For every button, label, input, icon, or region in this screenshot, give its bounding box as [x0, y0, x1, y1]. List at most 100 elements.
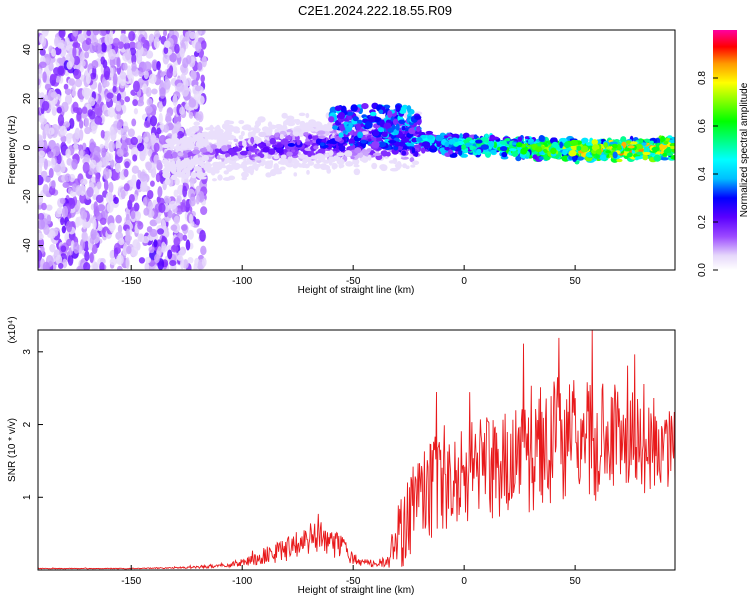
spectrogram-cell — [188, 213, 194, 224]
spectrogram-cell — [414, 150, 419, 157]
spectrogram-cell — [201, 55, 207, 68]
spectrogram-cell — [112, 37, 120, 47]
spectrogram-cell — [603, 142, 608, 148]
spectrogram-cell — [100, 56, 106, 65]
spectrogram-cell — [51, 180, 56, 189]
spectrogram-cell — [38, 91, 41, 99]
spectrogram-heatmap — [38, 30, 675, 270]
spectrogram-cell — [38, 115, 43, 122]
spectrogram-cell — [447, 149, 454, 155]
spectrogram-cell — [561, 155, 570, 162]
spectrogram-cell — [353, 168, 361, 176]
spectrogram-cell — [156, 127, 162, 135]
spectrogram-cell — [147, 149, 153, 157]
spectrogram-cell — [476, 148, 482, 156]
spectrogram-cell — [101, 42, 107, 53]
spectrogram-cell — [122, 62, 128, 71]
spectrogram-cell — [50, 91, 58, 98]
spectrogram-cell — [233, 146, 239, 152]
spectrogram-cell — [95, 194, 104, 204]
spectrogram-cell — [158, 112, 163, 125]
spectrogram-cell — [200, 245, 207, 256]
spectrogram-cell — [62, 181, 70, 188]
spectrogram-cell — [149, 228, 158, 238]
spectrogram-cell — [146, 98, 153, 107]
spectrogram-cell — [153, 142, 160, 153]
spectrogram-cell — [254, 124, 259, 129]
spectrogram-cell — [131, 61, 137, 72]
spectrogram-cell — [207, 131, 212, 137]
spectrogram-cell — [54, 46, 62, 56]
spectrogram-cell — [377, 141, 387, 148]
spectrogram-cell — [104, 141, 109, 150]
spectrogram-cell — [154, 253, 160, 264]
spectrogram-cell — [287, 156, 293, 164]
spectrogram-cell — [591, 139, 599, 145]
spectrogram-cell — [254, 156, 262, 161]
spectrogram-cell — [238, 134, 244, 140]
spectrogram-cell — [180, 171, 186, 175]
spectrogram-cell — [473, 134, 478, 140]
spectrogram-cell — [605, 150, 612, 154]
spectrogram-cell — [331, 162, 337, 170]
spectrogram-cell — [73, 68, 82, 80]
spectrogram-cell — [116, 148, 124, 157]
spectrogram-cell — [59, 197, 66, 205]
spectrogram-cell — [187, 257, 194, 264]
spectrogram-cell — [136, 179, 142, 190]
spectrogram-cell — [662, 152, 667, 157]
spectrogram-cell — [201, 154, 210, 162]
spectrogram-cell — [39, 48, 46, 56]
spectrogram-cell — [247, 160, 254, 165]
spectrogram-cell — [149, 115, 158, 127]
snr-series-line — [38, 330, 675, 570]
spectrogram-cell — [127, 128, 135, 137]
spectrogram-cell — [262, 146, 270, 153]
spectrogram-cell — [56, 106, 62, 114]
spectrogram-cell — [361, 103, 369, 110]
y-tick-label: 40 — [22, 44, 33, 56]
spectrogram-cell — [188, 127, 193, 133]
spectrogram-cell — [291, 149, 296, 153]
spectrogram-cell — [46, 214, 52, 225]
spectrogram-cell — [670, 145, 675, 150]
spectrogram-cell — [71, 89, 77, 97]
spectrogram-cell — [307, 134, 313, 140]
spectrogram-cell — [84, 117, 90, 128]
spectrogram-cell — [448, 138, 454, 145]
spectrogram-cell — [313, 145, 319, 150]
spectrogram-cell — [242, 157, 247, 161]
spectrogram-cell — [388, 140, 397, 144]
spectrogram-cell — [346, 111, 354, 116]
spectrogram-cell — [86, 186, 94, 198]
spectrogram-cell — [313, 121, 323, 129]
spectrogram-cell — [348, 122, 353, 128]
spectrogram-cell — [273, 154, 280, 160]
spectrogram-cell — [381, 131, 388, 138]
spectrogram-cell — [395, 123, 400, 131]
spectrogram-cell — [668, 139, 675, 144]
spectrogram-cell — [187, 229, 194, 240]
spectrogram-cell — [611, 143, 618, 149]
x-tick-label: 0 — [461, 276, 467, 287]
spectrogram-cell — [338, 145, 346, 152]
spectrogram-cell — [562, 149, 568, 156]
y-tick-label: 0 — [22, 144, 33, 150]
spectrogram-cell — [276, 125, 284, 129]
spectrogram-cell — [79, 193, 87, 204]
spectrogram-cell — [667, 135, 673, 139]
spectrogram-cell — [600, 154, 607, 161]
spectrogram-cell — [191, 69, 197, 80]
spectrogram-cell — [174, 177, 180, 186]
spectrogram-cell — [318, 135, 326, 140]
spectrogram-cell — [182, 57, 189, 69]
spectrogram-cell — [123, 168, 129, 178]
spectrogram-cell — [103, 80, 110, 88]
spectrogram-cell — [200, 40, 207, 50]
spectrogram-cell — [163, 46, 169, 55]
spectrogram-frame — [37, 29, 676, 271]
spectrogram-cell — [193, 134, 198, 140]
spectrogram-cell — [259, 153, 265, 159]
spectrogram-cell — [50, 157, 56, 169]
spectrogram-cell — [133, 108, 139, 115]
